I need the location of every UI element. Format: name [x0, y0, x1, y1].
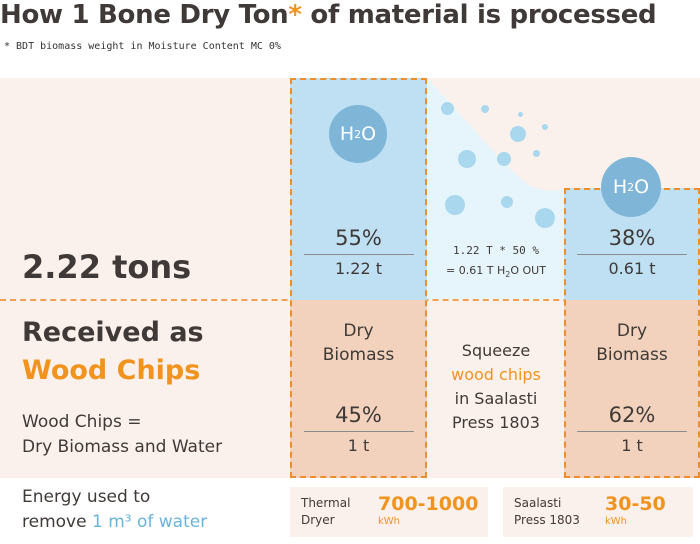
pressed-water-percent: 38% [608, 226, 656, 250]
energy-heading: Energy used to remove 1 m³ of water [22, 485, 207, 535]
received-biomass-tons: 1 t [347, 436, 370, 455]
received-tons: 2.22 tons [22, 248, 192, 286]
equation-line1: Wood Chips = [22, 412, 142, 432]
received-biomass-divider [304, 431, 414, 432]
water-bubble [458, 150, 476, 168]
thermal-label-line1: Thermal [301, 496, 351, 510]
footnote: * BDT biomass weight in Moisture Content… [4, 41, 281, 52]
thermal-dryer-card: Thermal Dryer 700-1000 kWh [290, 487, 488, 537]
water-flow-area [426, 78, 566, 300]
energy-heading-highlight: 1 m³ of water [91, 512, 208, 532]
water-symbol-o: O [634, 176, 650, 198]
received-biomass-percent: 45% [335, 403, 382, 427]
pressed-biomass-label-line2: Biomass [596, 345, 668, 365]
pressed-water-divider [577, 254, 687, 255]
water-bubble [510, 126, 526, 142]
water-symbol-h: H [339, 123, 355, 145]
water-bubble [481, 105, 489, 113]
received-heading-line2: Wood Chips [22, 355, 201, 386]
pressed-biomass-label: Dry Biomass [564, 319, 700, 367]
water-bubble [441, 102, 454, 115]
squeeze-line3: in Saalasti [454, 389, 538, 408]
calc-line2: = 0.61 T H2O OUT [428, 261, 564, 285]
thermal-dryer-label: Thermal Dryer [301, 495, 350, 529]
calc-line2-prefix: = 0.61 T H [446, 264, 506, 277]
title-prefix: How 1 Bone Dry Ton [0, 0, 289, 30]
received-biomass-label-line1: Dry [343, 321, 374, 341]
biomass-column-pressed [564, 300, 700, 478]
energy-heading-line2: remove 1 m³ of water [22, 510, 207, 535]
calc-line2-sub: 2 [505, 270, 511, 280]
pressed-biomass-label-line1: Dry [616, 321, 648, 341]
energy-heading-prefix: remove [22, 512, 92, 532]
water-bubble [518, 112, 523, 117]
water-symbol-sub: 2 [627, 180, 635, 194]
squeeze-description: Squeeze wood chips in Saalasti Press 180… [428, 339, 564, 435]
water-bubble [542, 124, 548, 130]
thermal-dryer-unit: kWh [378, 516, 401, 527]
water-symbol-sub: 2 [354, 127, 362, 141]
squeeze-line4: Press 1803 [452, 413, 540, 432]
water-symbol-o: O [361, 123, 377, 145]
saalasti-press-card: Saalasti Press 1803 30-50 kWh [503, 487, 693, 537]
calc-line1: 1.22 T * 50 % [452, 244, 540, 257]
calc-line2-suffix: O OUT [510, 264, 546, 277]
press-label-line1: Saalasti [514, 496, 562, 510]
title-suffix: of material is processed [301, 0, 657, 30]
water-bubble [445, 195, 465, 215]
saalasti-press-label: Saalasti Press 1803 [514, 495, 580, 529]
energy-heading-line1: Energy used to [22, 487, 151, 507]
received-biomass-label: Dry Biomass [290, 319, 427, 367]
water-bubble [501, 196, 513, 208]
water-bubble [535, 208, 555, 228]
biomass-column-received [290, 300, 427, 478]
press-label-line2: Press 1803 [514, 513, 580, 527]
pressed-water-tons: 0.61 t [608, 259, 656, 278]
wood-chips-equation: Wood Chips = Dry Biomass and Water [22, 410, 222, 460]
received-heading: Received as Wood Chips [22, 314, 204, 390]
water-bubble [497, 152, 511, 166]
equation-line2: Dry Biomass and Water [22, 437, 223, 457]
thermal-label-line2: Dryer [301, 513, 335, 527]
saalasti-press-unit: kWh [605, 516, 628, 527]
received-water-percent: 55% [335, 226, 382, 250]
squeeze-line1: Squeeze [461, 341, 531, 360]
received-column-outline [290, 78, 427, 478]
water-removal-calculation: 1.22 T * 50 % = 0.61 T H2O OUT [428, 241, 564, 285]
title-star: * [288, 0, 302, 30]
pressed-biomass-tons: 1 t [621, 436, 643, 455]
water-bubble [533, 150, 540, 157]
received-water-divider [304, 254, 414, 255]
received-heading-line1: Received as [22, 317, 204, 348]
pressed-biomass-divider [577, 431, 687, 432]
water-symbol-h: H [612, 176, 628, 198]
received-biomass-label-line2: Biomass [322, 345, 395, 365]
squeeze-line2: wood chips [451, 365, 541, 384]
received-water-tons: 1.22 t [335, 259, 382, 278]
saalasti-press-value: 30-50 [605, 493, 666, 515]
thermal-dryer-value: 700-1000 [378, 493, 479, 515]
page-title: How 1 Bone Dry Ton* of material is proce… [0, 0, 657, 30]
pressed-biomass-percent: 62% [608, 403, 656, 427]
